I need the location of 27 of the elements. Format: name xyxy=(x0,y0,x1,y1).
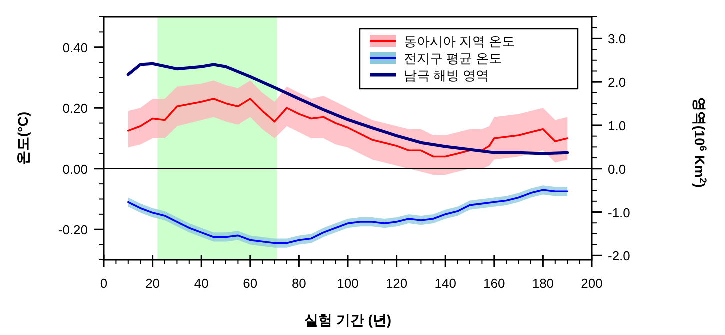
x-tick-label: 140 xyxy=(434,276,456,291)
line-series xyxy=(128,98,568,158)
legend-label: 남극 해빙 영역 xyxy=(404,68,490,83)
y2-tick-label: 1.0 xyxy=(608,118,626,134)
y-tick-label: 0.20 xyxy=(62,101,88,116)
x-tick-label: 160 xyxy=(484,276,506,291)
x-tick-label: 100 xyxy=(337,276,359,291)
y-tick-label: 0.00 xyxy=(62,162,88,177)
x-tick-label: 40 xyxy=(194,276,209,291)
x-tick-label: 80 xyxy=(292,276,306,291)
x-tick-label: 180 xyxy=(532,276,554,291)
y2-tick-label: 2.0 xyxy=(608,75,626,90)
legend-label: 전지구 평균 온도 xyxy=(404,51,502,66)
x-tick-label: 200 xyxy=(581,276,603,291)
y2-tick-label: -2.0 xyxy=(608,248,630,264)
y-tick-label: -0.20 xyxy=(58,222,88,238)
y2-tick-label: -1.0 xyxy=(608,205,630,220)
y-axis-title: 온도(°C) xyxy=(15,112,31,166)
legend-label: 동아시아 지역 온도 xyxy=(404,34,516,49)
y2-tick-label: 0.0 xyxy=(608,162,626,177)
y-tick-label: 0.40 xyxy=(62,40,88,56)
x-axis-title: 실험 기간 (년) xyxy=(304,312,392,328)
x-tick-label: 20 xyxy=(146,276,160,291)
x-tick-label: 120 xyxy=(386,276,408,291)
y2-tick-label: 3.0 xyxy=(608,32,626,47)
x-tick-label: 0 xyxy=(100,276,108,291)
x-tick-label: 60 xyxy=(243,276,258,291)
